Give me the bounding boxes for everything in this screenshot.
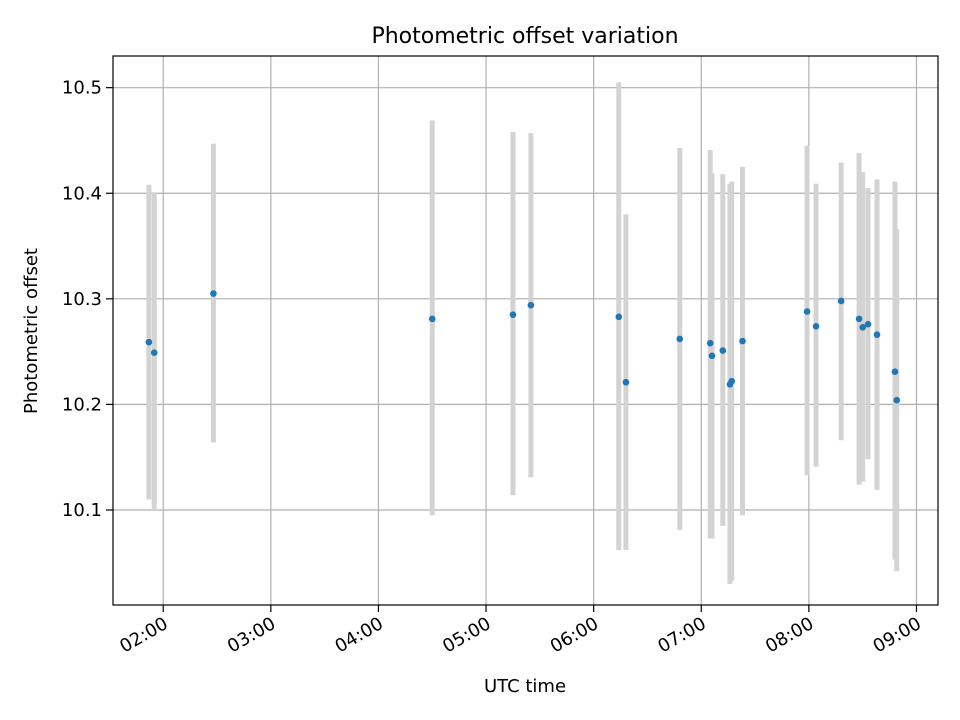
grid — [113, 56, 938, 605]
data-point — [210, 290, 217, 297]
data-point — [803, 308, 811, 315]
data-point — [891, 368, 899, 375]
data-point — [728, 377, 736, 385]
data-point — [145, 338, 153, 346]
data-point — [676, 335, 684, 343]
y-tick-label: 10.3 — [62, 289, 102, 310]
x-axis-label: UTC time — [484, 676, 566, 697]
data-point — [708, 352, 716, 360]
y-axis-ticks: 10.1 10.2 10.3 10.4 10.5 — [62, 78, 113, 521]
data-point — [859, 324, 866, 331]
data-point — [428, 315, 436, 323]
y-tick-label: 10.2 — [62, 394, 102, 415]
data-point — [873, 331, 881, 339]
chart-title: Photometric offset variation — [371, 24, 678, 49]
plot-frame — [112, 55, 939, 606]
data-point — [864, 320, 872, 328]
data-point — [812, 322, 820, 330]
data-point — [615, 313, 623, 321]
data-points — [145, 290, 901, 404]
data-point — [706, 339, 714, 347]
y-axis-label: Photometric offset — [21, 248, 42, 414]
data-point — [837, 297, 845, 305]
data-point — [527, 301, 535, 309]
data-point — [893, 396, 901, 404]
data-point — [739, 337, 746, 345]
y-tick-label: 10.1 — [62, 500, 102, 521]
data-point — [509, 311, 517, 318]
data-point — [855, 315, 863, 323]
data-point — [622, 378, 630, 386]
y-tick-label: 10.5 — [62, 78, 102, 99]
data-point — [719, 347, 727, 354]
y-tick-label: 10.4 — [62, 183, 102, 204]
data-point — [150, 349, 158, 356]
